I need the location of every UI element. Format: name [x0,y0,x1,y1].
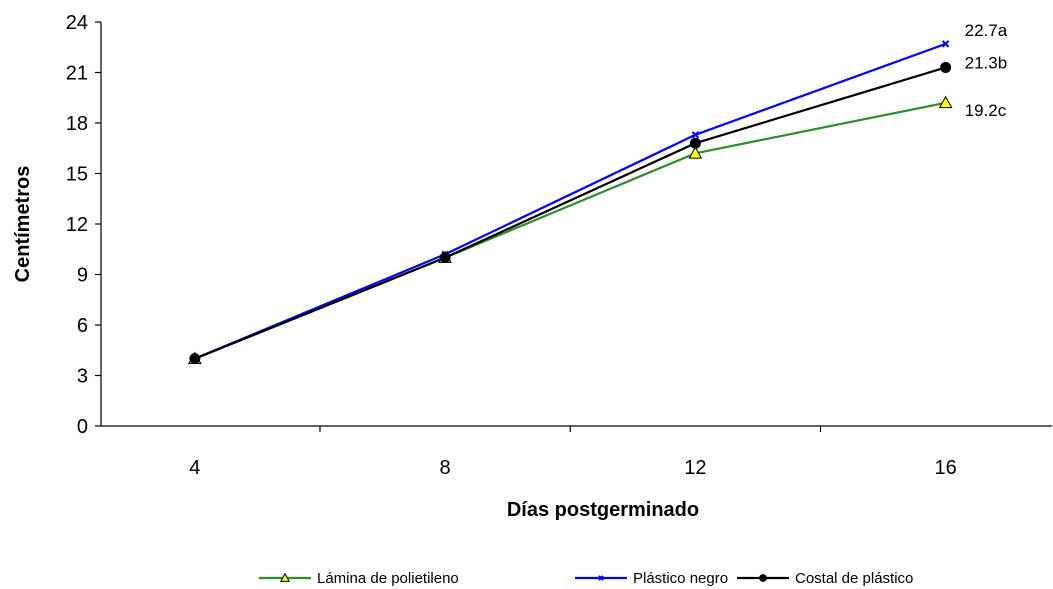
y-tick-label: 9 [77,265,88,287]
data-label: 22.7a [965,21,1008,40]
x-tick-label: 8 [440,457,451,479]
legend-label: Costal de plástico [795,570,913,587]
y-tick-label: 15 [66,164,88,186]
series-line [194,42,947,360]
y-tick-label: 18 [66,113,88,135]
x-axis-label: Días postgerminado [507,499,699,521]
data-point-triangle [688,146,703,159]
y-ticks: 0 3 6 9 12 15 18 21 24 [66,12,101,438]
data-point-triangle [938,95,953,109]
x-tick-label: 4 [189,457,200,479]
data-point-triangle [279,572,291,582]
data-point-circle [759,574,767,582]
data-point-x [691,131,700,139]
x-tick-label: 16 [935,457,957,479]
data-point-x [941,40,950,48]
data-point-x [598,575,604,581]
data-point-circle [439,252,451,264]
y-tick-label: 3 [77,366,88,388]
data-point-circle [689,137,701,149]
series-line [194,66,946,360]
x-tick-label: 12 [684,457,706,479]
series-layer: 19.2c 22.7a 21.3b [187,21,1008,365]
x-ticks: 4 8 12 16 [189,426,957,479]
y-tick-label: 12 [66,214,88,236]
axes [100,22,1052,427]
data-label: 19.2c [965,101,1007,120]
data-point-circle [940,61,952,73]
y-tick-label: 0 [77,416,88,438]
y-tick-label: 21 [66,63,88,85]
legend-item: Plástico negro [575,570,728,587]
legend-label: Lámina de polietileno [317,570,459,587]
data-label: 21.3b [965,53,1008,72]
y-axis-label: Centímetros [12,166,34,283]
legend: Lámina de polietileno Plástico negro Costa… [259,570,913,587]
series-costal-de-plástico: 21.3b [189,53,1008,365]
legend-label: Plástico negro [633,570,728,587]
y-tick-label: 6 [77,315,88,337]
data-point-circle [189,353,201,365]
series-lámina-de-polietileno: 19.2c [187,95,1007,364]
y-tick-label: 24 [66,12,88,34]
legend-item: Costal de plástico [737,570,913,587]
series-line [194,101,946,360]
legend-item: Lámina de polietileno [259,570,459,587]
